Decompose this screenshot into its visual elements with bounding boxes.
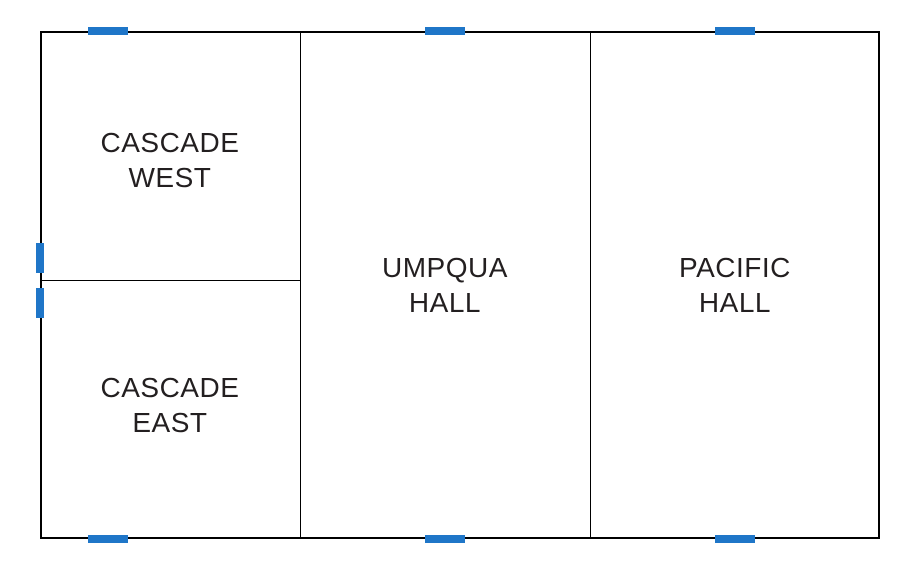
cascade_east-label-line2: EAST — [101, 405, 240, 440]
door-top-pacific — [715, 27, 755, 35]
cascade_west-label: CASCADEWEST — [101, 125, 240, 195]
door-top-umpqua — [425, 27, 465, 35]
umpqua-right-wall — [590, 31, 591, 539]
cascade_east-label-line1: CASCADE — [101, 370, 240, 405]
pacific-label: PACIFICHALL — [679, 250, 791, 320]
cascade-right-wall — [300, 31, 301, 539]
cascade_east-label: CASCADEEAST — [101, 370, 240, 440]
umpqua-label: UMPQUAHALL — [382, 250, 508, 320]
cascade_west-label-line2: WEST — [101, 160, 240, 195]
door-bottom-umpqua — [425, 535, 465, 543]
door-left-east — [36, 288, 44, 318]
door-bottom-pacific — [715, 535, 755, 543]
pacific-label-line2: HALL — [679, 285, 791, 320]
door-bottom-cascade — [88, 535, 128, 543]
umpqua-label-line1: UMPQUA — [382, 250, 508, 285]
pacific-label-line1: PACIFIC — [679, 250, 791, 285]
cascade-divider — [40, 280, 300, 281]
cascade_west-label-line1: CASCADE — [101, 125, 240, 160]
floor-plan-diagram: CASCADEWESTCASCADEEASTUMPQUAHALLPACIFICH… — [0, 0, 917, 580]
door-left-west — [36, 243, 44, 273]
door-top-cascade — [88, 27, 128, 35]
umpqua-label-line2: HALL — [382, 285, 508, 320]
